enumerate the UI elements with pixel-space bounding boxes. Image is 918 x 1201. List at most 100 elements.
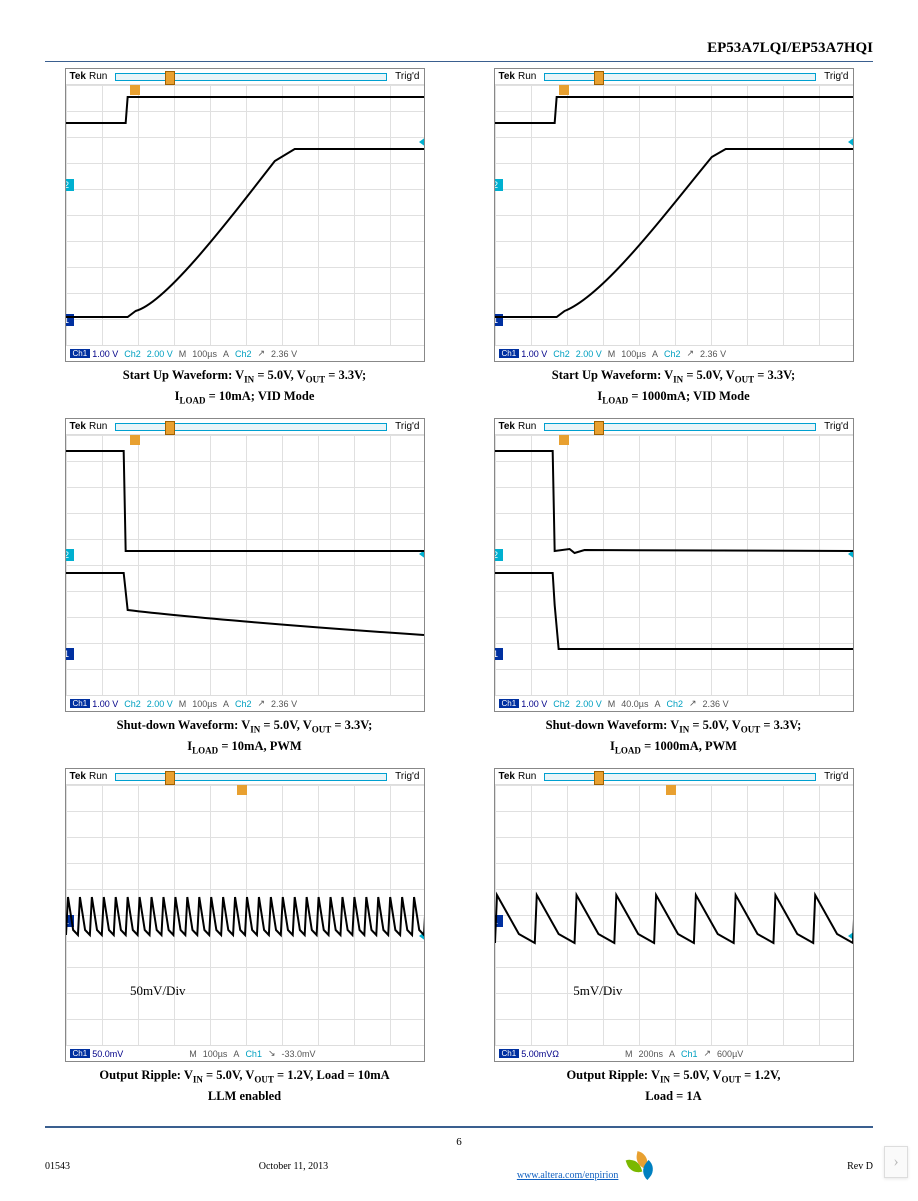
tek-label: Tek xyxy=(499,771,516,782)
ch1-badge: Ch1 xyxy=(70,1049,91,1058)
chart-ripple-10ma: Tek Run Trig'd 1 50mV/Div Ch1 50.0mVM 10… xyxy=(45,768,444,1106)
trigd-label: Trig'd xyxy=(395,771,419,782)
trig-ch: Ch2 xyxy=(666,699,683,709)
timebase-value: 100µs xyxy=(621,349,646,359)
trigd-label: Trig'd xyxy=(824,421,848,432)
scope-bottombar: Ch1 1.00 VCh2 2.00 VM 40.0µs A Ch2 ↗ 2.3… xyxy=(495,695,853,711)
scope-bottombar: Ch1 5.00mVΩM 200ns A Ch1 ↗ 600µV xyxy=(495,1045,853,1061)
trig-ch: Ch2 xyxy=(235,699,252,709)
trig-level: -33.0mV xyxy=(282,1049,316,1059)
scope-frame: Tek Run Trig'd 2 1 Ch1 1.00 VCh2 2.00 VM… xyxy=(65,68,425,362)
timebase-slider-icon xyxy=(544,423,816,431)
scope-topbar: Tek Run Trig'd xyxy=(66,419,424,435)
trace-svg xyxy=(495,785,853,1045)
trig-edge-icon: ↗ xyxy=(258,348,266,359)
trig-a-label: A xyxy=(223,349,229,359)
scope-topbar: Tek Run Trig'd xyxy=(495,769,853,785)
trig-ch: Ch1 xyxy=(681,1049,698,1059)
trig-ch: Ch2 xyxy=(235,349,252,359)
trig-a-label: A xyxy=(652,349,658,359)
trigd-label: Trig'd xyxy=(395,421,419,432)
chart-shutdown-1000ma: Tek Run Trig'd 2 1 Ch1 1.00 VCh2 2.00 VM… xyxy=(474,418,873,758)
chart-ripple-1a: Tek Run Trig'd 1 5mV/Div Ch1 5.00mVΩM 20… xyxy=(474,768,873,1106)
ch1-badge: Ch1 xyxy=(499,349,520,358)
ch2-trace xyxy=(66,451,424,551)
trig-edge-icon: ↗ xyxy=(258,698,266,709)
trace-svg xyxy=(66,785,424,1045)
run-label: Run xyxy=(518,421,536,432)
timebase-slider-icon xyxy=(115,773,387,781)
ch1-badge: Ch1 xyxy=(499,699,520,708)
trace-svg xyxy=(495,85,853,345)
trig-a-label: A xyxy=(233,1049,239,1059)
trigd-label: Trig'd xyxy=(824,771,848,782)
chart-caption: Shut-down Waveform: VIN = 5.0V, VOUT = 3… xyxy=(45,716,444,758)
timebase-value: 100µs xyxy=(192,349,217,359)
scale-overlay-text: 50mV/Div xyxy=(130,983,186,999)
ch1-trace xyxy=(495,573,853,649)
trace-svg xyxy=(66,85,424,345)
scope-bottombar: Ch1 1.00 VCh2 2.00 VM 100µs A Ch2 ↗ 2.36… xyxy=(495,345,853,361)
next-page-button[interactable]: › xyxy=(884,1146,908,1178)
ch2-badge: Ch2 xyxy=(124,349,141,359)
ch1-trace xyxy=(495,895,853,943)
timebase-value: 100µs xyxy=(192,699,217,709)
footer: 6 01543 October 11, 2013 www.altera.com/… xyxy=(45,1126,873,1181)
scope-bottombar: Ch1 50.0mVM 100µs A Ch1 ↘ -33.0mV xyxy=(66,1045,424,1061)
doc-date: October 11, 2013 xyxy=(259,1161,328,1172)
trace-svg xyxy=(495,435,853,695)
page-header-title: EP53A7LQI/EP53A7HQI xyxy=(45,40,873,62)
timebase-slider-icon xyxy=(115,423,387,431)
scope-frame: Tek Run Trig'd 1 50mV/Div Ch1 50.0mVM 10… xyxy=(65,768,425,1062)
timebase-label: M xyxy=(608,699,616,709)
footer-link[interactable]: www.altera.com/enpirion xyxy=(517,1170,619,1181)
ch1-scale: 1.00 V xyxy=(521,699,547,709)
ch1-badge: Ch1 xyxy=(499,1049,520,1058)
ch2-trace xyxy=(66,97,424,123)
ch1-badge: Ch1 xyxy=(70,349,91,358)
ch1-trace xyxy=(66,149,424,317)
scope-frame: Tek Run Trig'd 2 1 Ch1 1.00 VCh2 2.00 VM… xyxy=(65,418,425,712)
scope-topbar: Tek Run Trig'd xyxy=(66,69,424,85)
trig-a-label: A xyxy=(669,1049,675,1059)
chart-caption: Start Up Waveform: VIN = 5.0V, VOUT = 3.… xyxy=(474,366,873,408)
timebase-value: 100µs xyxy=(203,1049,228,1059)
scope-frame: Tek Run Trig'd 2 1 Ch1 1.00 VCh2 2.00 VM… xyxy=(494,418,854,712)
trig-level: 2.36 V xyxy=(271,699,297,709)
trace-svg xyxy=(66,435,424,695)
timebase-value: 200ns xyxy=(638,1049,663,1059)
ch2-scale: 2.00 V xyxy=(576,349,602,359)
trig-edge-icon: ↘ xyxy=(268,1048,276,1059)
scope-bottombar: Ch1 1.00 VCh2 2.00 VM 100µs A Ch2 ↗ 2.36… xyxy=(66,345,424,361)
scope-plot: 2 1 xyxy=(66,85,424,345)
enpirion-logo-icon xyxy=(628,1152,658,1178)
timebase-label: M xyxy=(608,349,616,359)
tek-label: Tek xyxy=(70,771,87,782)
trig-edge-icon: ↗ xyxy=(689,698,697,709)
trigd-label: Trig'd xyxy=(395,71,419,82)
timebase-label: M xyxy=(179,349,187,359)
page-number: 6 xyxy=(45,1136,873,1148)
ch2-badge: Ch2 xyxy=(553,349,570,359)
scope-frame: Tek Run Trig'd 1 5mV/Div Ch1 5.00mVΩM 20… xyxy=(494,768,854,1062)
scope-topbar: Tek Run Trig'd xyxy=(495,419,853,435)
scope-topbar: Tek Run Trig'd xyxy=(66,769,424,785)
run-label: Run xyxy=(89,71,107,82)
ch2-scale: 2.00 V xyxy=(147,699,173,709)
trig-level: 600µV xyxy=(717,1049,743,1059)
ch1-trace xyxy=(66,897,424,935)
run-label: Run xyxy=(518,771,536,782)
ch2-trace xyxy=(495,451,853,553)
scope-bottombar: Ch1 1.00 VCh2 2.00 VM 100µs A Ch2 ↗ 2.36… xyxy=(66,695,424,711)
trig-a-label: A xyxy=(223,699,229,709)
ch1-badge: Ch1 xyxy=(70,699,91,708)
tek-label: Tek xyxy=(499,71,516,82)
trig-a-label: A xyxy=(654,699,660,709)
ch2-trace xyxy=(495,97,853,123)
trig-ch: Ch1 xyxy=(245,1049,262,1059)
ch1-scale: 50.0mV xyxy=(92,1049,123,1059)
ch2-scale: 2.00 V xyxy=(147,349,173,359)
scope-plot: 1 5mV/Div xyxy=(495,785,853,1045)
ch1-scale: 5.00mVΩ xyxy=(521,1049,559,1059)
chart-caption: Shut-down Waveform: VIN = 5.0V, VOUT = 3… xyxy=(474,716,873,758)
